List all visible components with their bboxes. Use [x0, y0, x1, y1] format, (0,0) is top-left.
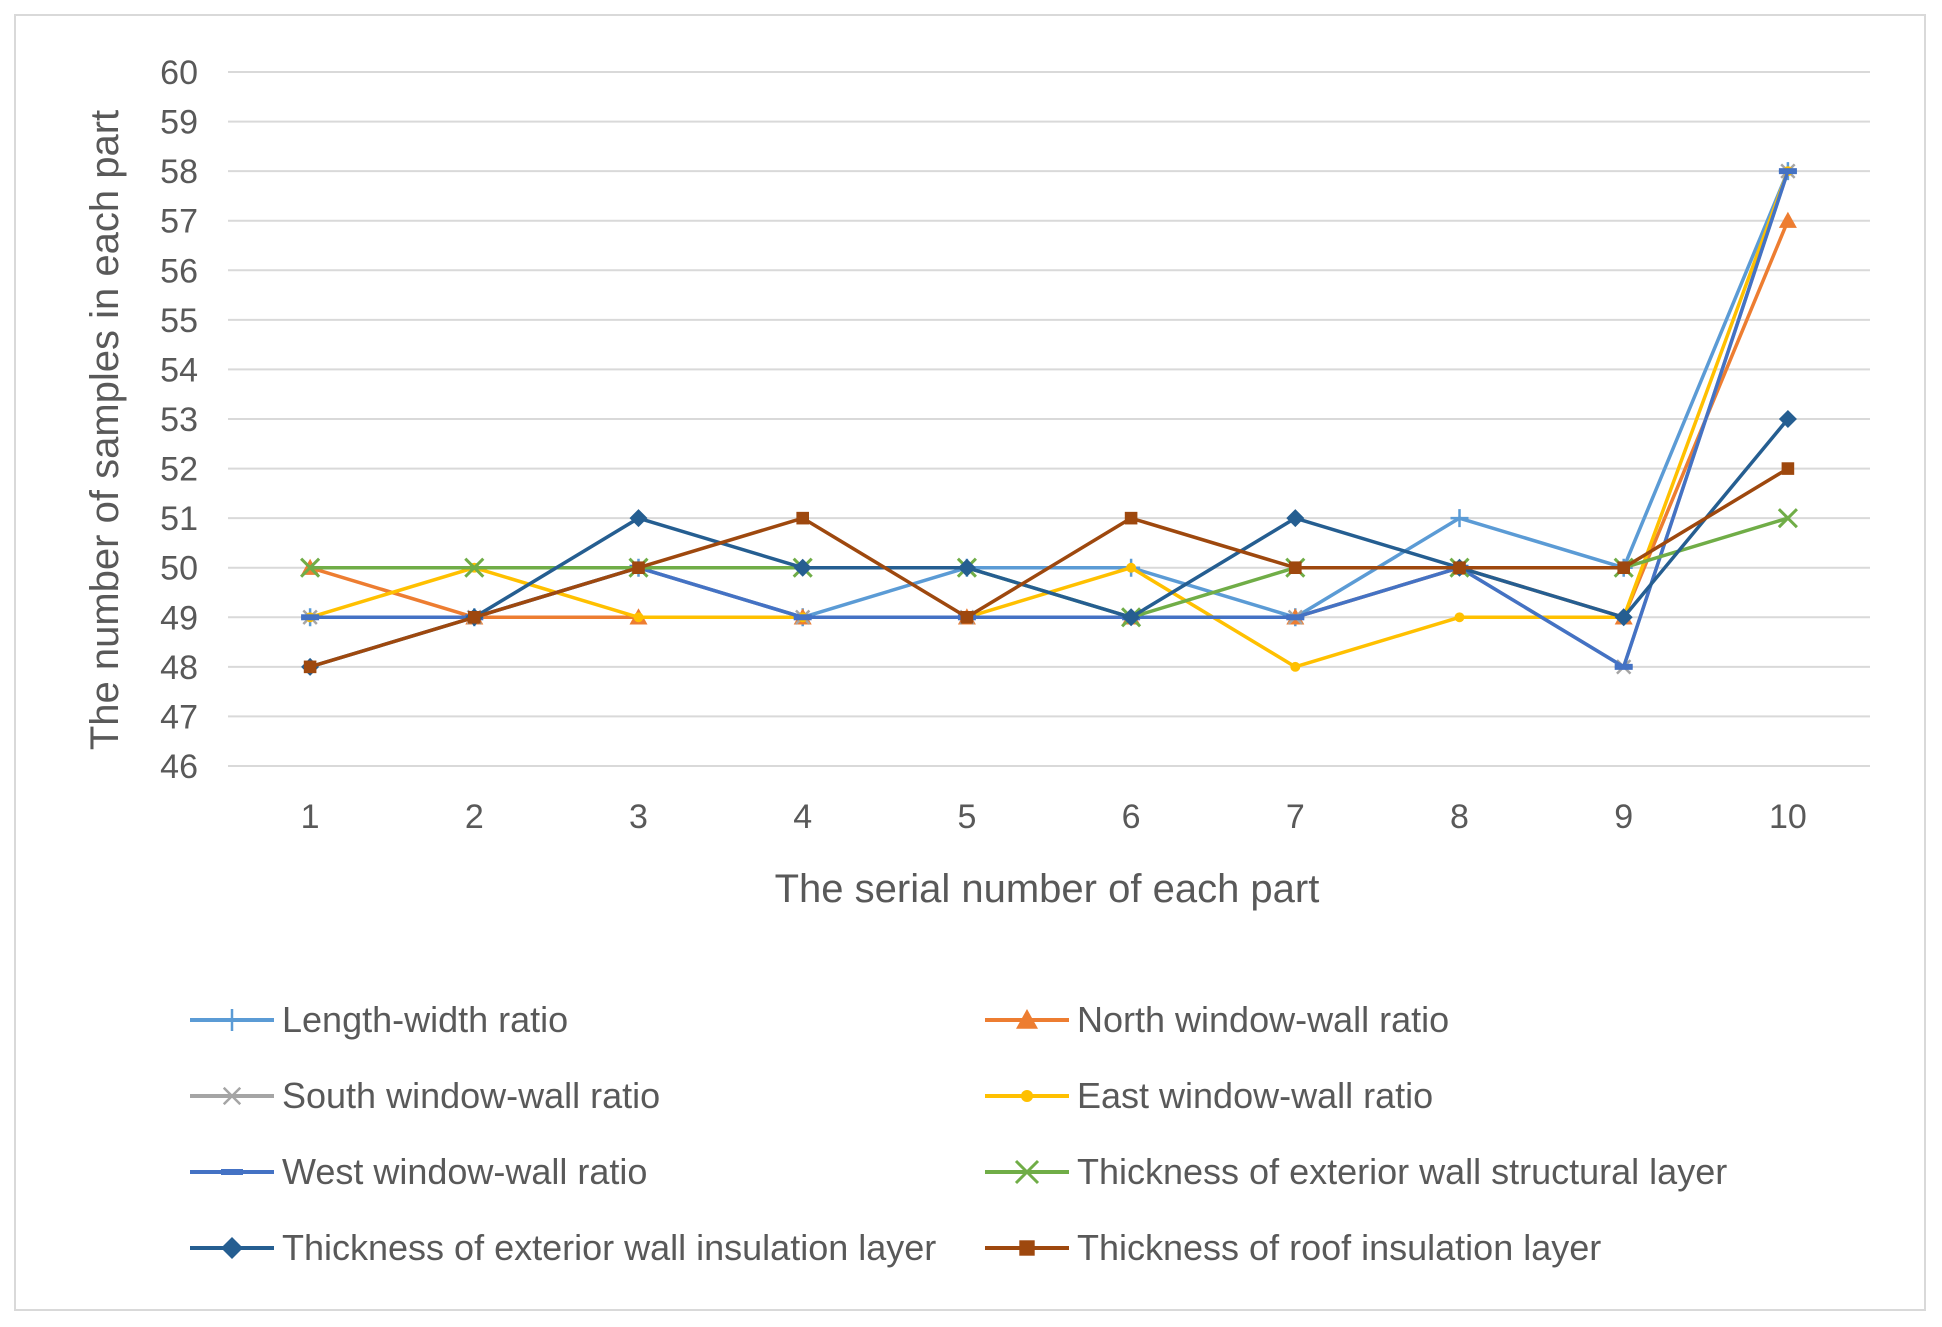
x-tick-label: 3 — [629, 798, 648, 836]
data-point — [1124, 511, 1138, 525]
data-point — [1778, 211, 1797, 228]
y-tick-label: 56 — [160, 252, 198, 290]
legend-label: North window-wall ratio — [1077, 999, 1449, 1040]
x-tick-label: 4 — [793, 798, 812, 836]
data-point — [301, 614, 320, 621]
legend-item: North window-wall ratio — [985, 999, 1449, 1040]
x-tick-label: 2 — [465, 798, 484, 836]
y-tick-label: 51 — [160, 500, 198, 538]
y-axis-title: The number of samples in each part — [83, 110, 127, 750]
y-tick-label: 47 — [160, 698, 198, 736]
data-point — [468, 610, 481, 624]
data-point — [1020, 1089, 1034, 1103]
data-point — [464, 557, 485, 578]
data-point — [1614, 608, 1633, 627]
chart-frame — [14, 14, 1926, 1311]
legend-label: East window-wall ratio — [1077, 1075, 1433, 1116]
legend-item: South window-wall ratio — [190, 1075, 660, 1116]
data-point — [1286, 509, 1305, 528]
data-point — [1019, 1240, 1035, 1256]
legend-item: Thickness of roof insulation layer — [985, 1227, 1601, 1268]
y-tick-label: 55 — [160, 302, 198, 340]
data-point — [300, 557, 321, 578]
x-tick-label: 9 — [1614, 798, 1633, 836]
legend-label: Length-width ratio — [282, 999, 568, 1040]
series-line — [309, 417, 1790, 669]
legend-item: Thickness of exterior wall insulation la… — [190, 1227, 936, 1268]
legend-item: West window-wall ratio — [190, 1151, 647, 1192]
x-tick-label: 10 — [1769, 798, 1807, 836]
x-tick-label: 7 — [1286, 798, 1305, 836]
data-point — [793, 558, 812, 577]
y-axis-ticks: 46 47 48 49 50 51 52 53 54 55 56 57 58 59 60 — [160, 54, 198, 786]
y-tick-label: 58 — [160, 153, 198, 191]
x-tick-label: 5 — [957, 798, 976, 836]
legend-label: Thickness of exterior wall insulation la… — [282, 1227, 936, 1268]
legend-item: East window-wall ratio — [985, 1075, 1433, 1116]
x-tick-label: 1 — [301, 798, 320, 836]
legend-label: West window-wall ratio — [282, 1151, 647, 1192]
data-point — [221, 1009, 243, 1031]
data-point — [796, 511, 809, 525]
data-point — [632, 561, 645, 575]
data-point — [1122, 608, 1141, 627]
legend-label: Thickness of roof insulation layer — [1077, 1227, 1601, 1268]
data-point — [1453, 561, 1466, 575]
data-point — [1614, 663, 1633, 670]
x-axis-ticks: 1 2 3 4 5 6 7 8 9 10 — [301, 798, 1807, 836]
x-axis-title: The serial number of each part — [775, 867, 1320, 911]
y-tick-label: 52 — [160, 451, 198, 489]
data-point — [1286, 614, 1305, 621]
data-point — [1290, 661, 1301, 672]
data-point — [221, 1237, 243, 1259]
series-line — [310, 170, 1790, 620]
series-lines — [300, 162, 1798, 676]
legend-item: Length-width ratio — [190, 999, 568, 1040]
data-point — [629, 509, 648, 528]
data-point — [1450, 509, 1469, 528]
gridlines — [228, 71, 1870, 767]
data-point — [303, 660, 317, 674]
data-point — [221, 1086, 243, 1106]
data-point — [1781, 462, 1795, 475]
data-point — [1617, 561, 1630, 575]
data-point — [1778, 168, 1797, 175]
data-point — [1777, 508, 1798, 529]
data-point — [960, 610, 974, 624]
data-point — [633, 612, 644, 623]
y-tick-label: 46 — [160, 748, 198, 786]
y-tick-label: 57 — [160, 203, 198, 241]
y-tick-label: 48 — [160, 649, 198, 687]
y-tick-label: 49 — [160, 599, 198, 637]
data-point — [1016, 1009, 1038, 1029]
data-point — [957, 558, 976, 577]
data-point — [1778, 410, 1797, 428]
legend: Length-width ratio North window-wall rati… — [190, 999, 1727, 1268]
data-point — [1454, 612, 1465, 623]
legend-label: Thickness of exterior wall structural la… — [1077, 1151, 1727, 1192]
y-tick-label: 60 — [160, 54, 198, 92]
x-tick-label: 8 — [1450, 798, 1469, 836]
y-tick-label: 53 — [160, 401, 198, 439]
series-8 — [303, 462, 1795, 674]
data-point — [1014, 1159, 1040, 1185]
data-point — [221, 1169, 243, 1175]
x-tick-label: 6 — [1122, 798, 1141, 836]
data-point — [1126, 562, 1137, 573]
legend-item: Thickness of exterior wall structural la… — [985, 1151, 1727, 1192]
y-tick-label: 50 — [160, 550, 198, 588]
data-point — [1289, 561, 1302, 575]
y-tick-label: 59 — [160, 104, 198, 142]
legend-label: South window-wall ratio — [282, 1075, 660, 1116]
y-tick-label: 54 — [160, 351, 198, 389]
series-line — [309, 467, 1789, 669]
series-1 — [301, 162, 1797, 627]
data-point — [793, 614, 812, 621]
